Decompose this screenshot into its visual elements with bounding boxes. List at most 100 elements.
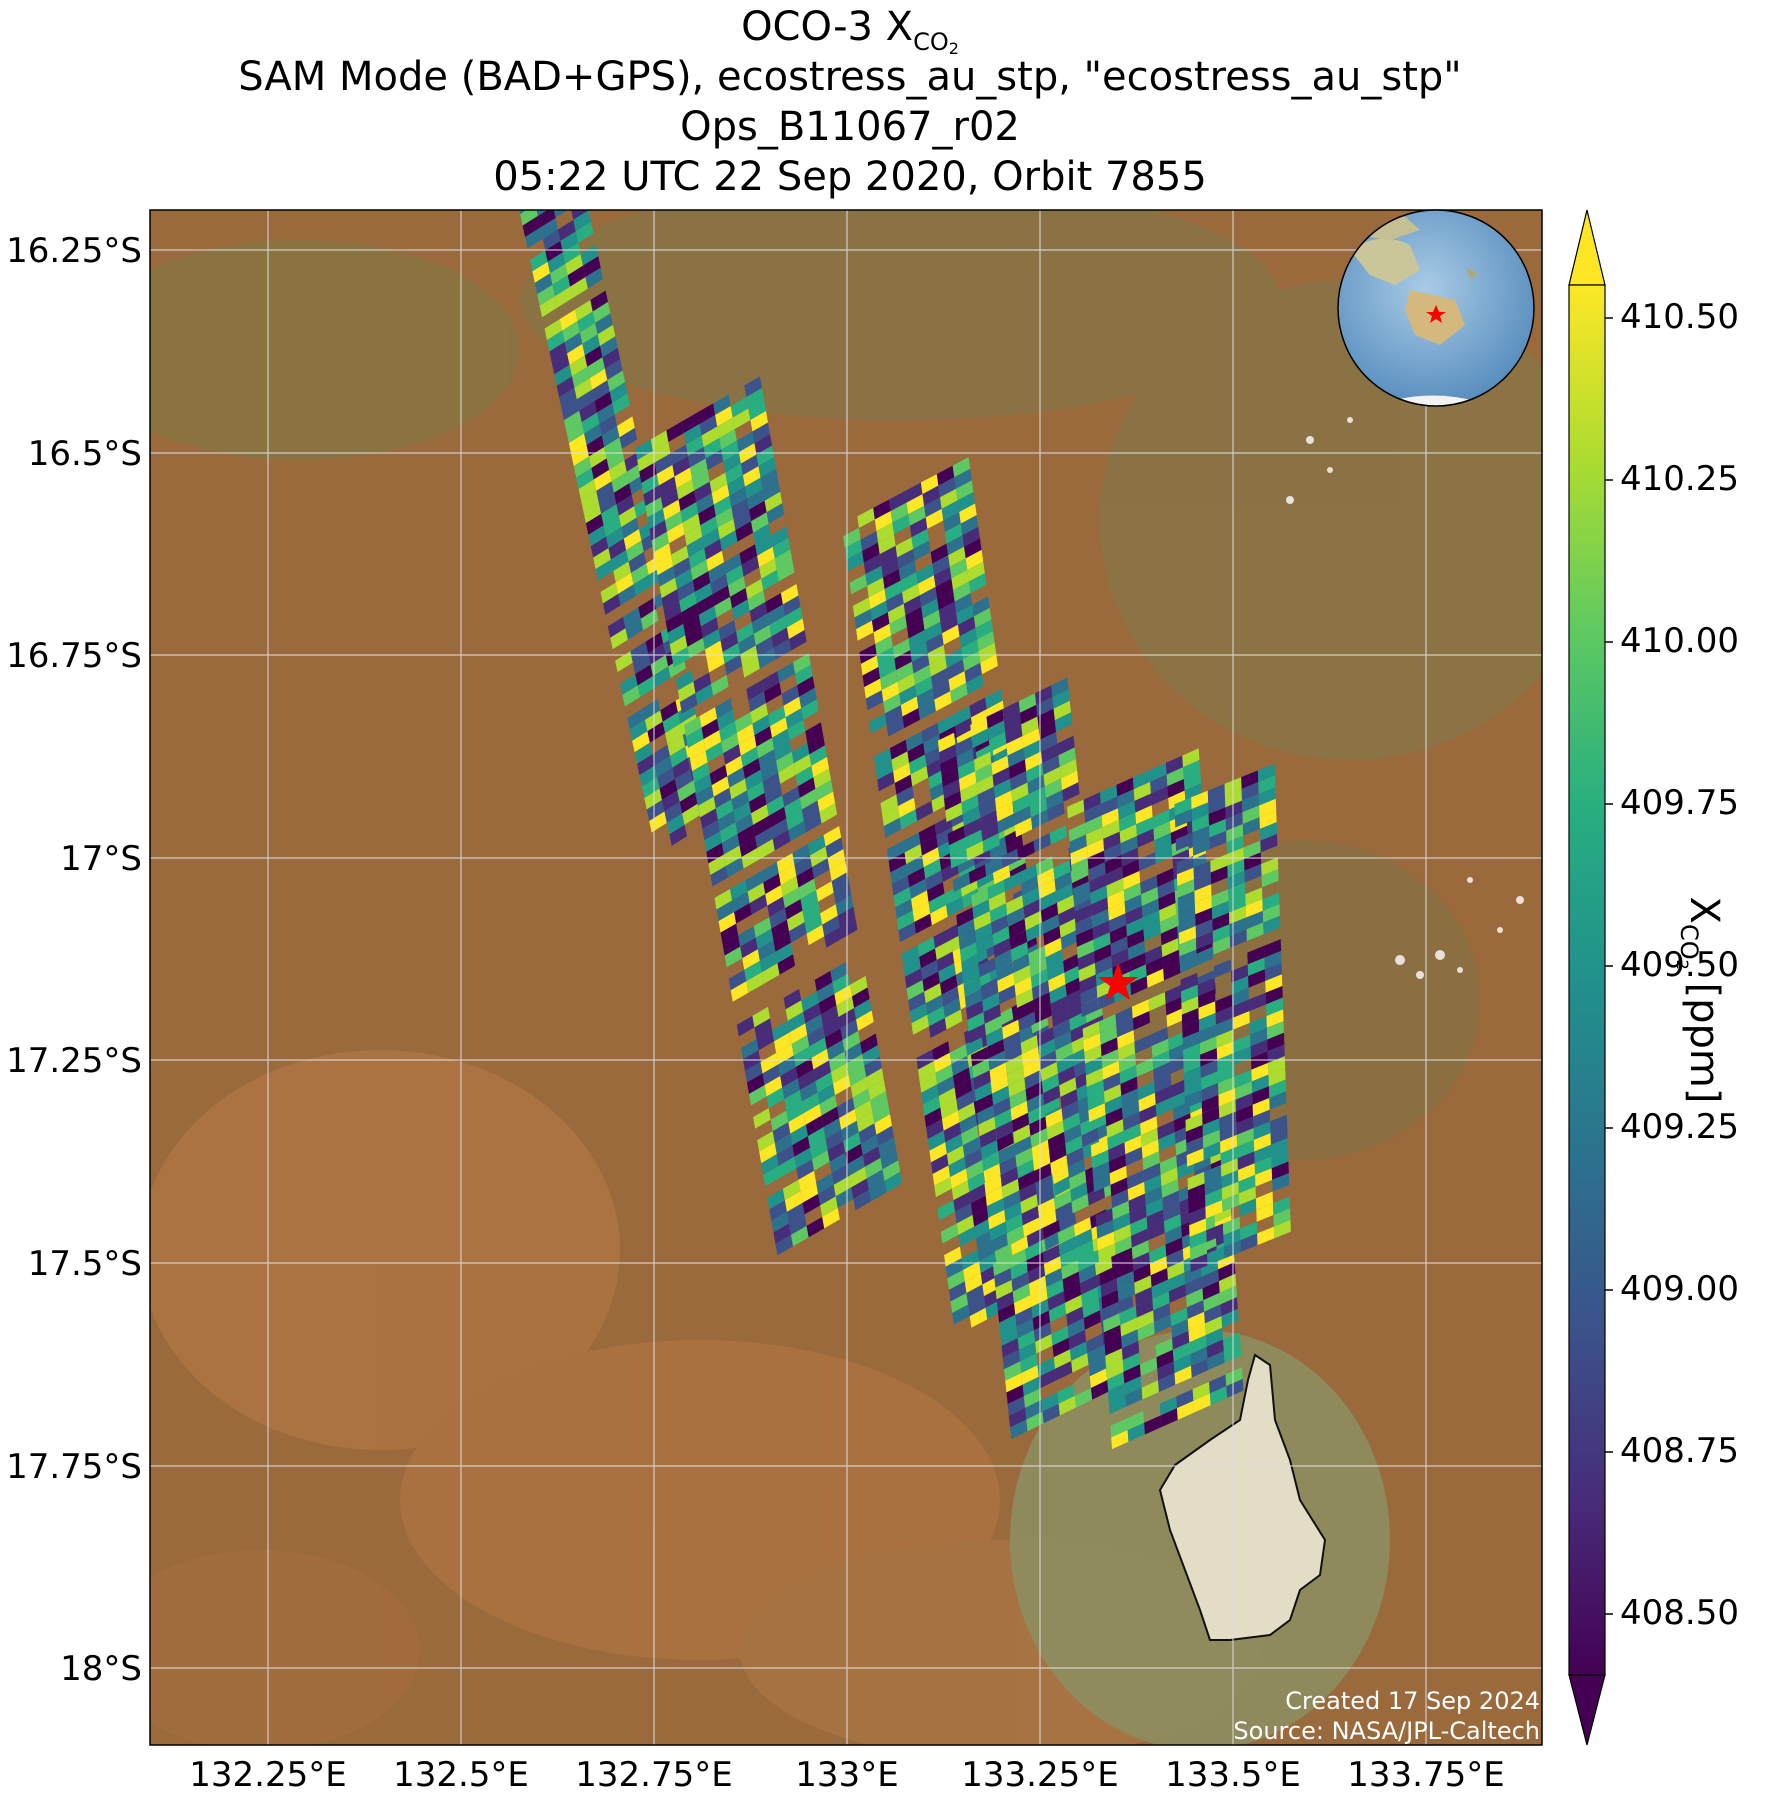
xco2-footprint — [832, 973, 850, 994]
xco2-footprint — [1019, 1182, 1037, 1203]
xco2-footprint — [1150, 1027, 1169, 1047]
xco2-footprint — [698, 605, 717, 627]
xco2-footprint — [771, 919, 789, 941]
xco2-footprint — [1176, 1389, 1194, 1409]
xco2-footprint — [637, 450, 655, 472]
xco2-footprint — [1066, 1306, 1084, 1327]
xco2-footprint — [671, 646, 690, 668]
xco2-footprint — [1003, 1190, 1021, 1211]
xco2-footprint — [1124, 1376, 1142, 1396]
xco2-footprint — [731, 790, 750, 811]
xco2-footprint — [1041, 743, 1059, 764]
xco2-footprint — [1184, 783, 1202, 803]
xco2-footprint — [1273, 1208, 1291, 1227]
colorbar-tick-label: 408.75 — [1620, 1431, 1739, 1471]
xco2-footprint — [933, 1052, 952, 1073]
xco2-footprint — [898, 797, 916, 818]
xco2-footprint — [617, 416, 635, 438]
xco2-footprint — [925, 994, 944, 1015]
xco2-footprint — [894, 774, 913, 795]
xco2-footprint — [1066, 1147, 1084, 1167]
xco2-footprint — [870, 1091, 888, 1112]
xco2-footprint — [1266, 1009, 1284, 1028]
xco2-footprint — [744, 477, 763, 499]
xco2-footprint — [964, 662, 982, 683]
xco2-footprint — [1191, 802, 1209, 821]
xco2-footprint — [683, 716, 702, 737]
xco2-footprint — [1163, 961, 1181, 981]
xco2-footprint — [975, 1093, 994, 1114]
xco2-footprint — [1134, 1275, 1152, 1295]
xco2-footprint — [1177, 879, 1195, 898]
xco2-footprint — [1152, 1291, 1170, 1311]
xco2-footprint — [1089, 1368, 1108, 1389]
xco2-footprint — [1180, 972, 1198, 992]
xco2-footprint — [680, 502, 699, 523]
xco2-footprint — [1165, 1237, 1183, 1257]
xco2-footprint — [720, 923, 739, 945]
xco2-footprint — [731, 498, 750, 519]
xco2-footprint — [533, 184, 551, 205]
xco2-footprint — [858, 1123, 877, 1144]
xco2-footprint — [1108, 1395, 1127, 1415]
xco2-footprint — [942, 779, 961, 799]
xco2-footprint — [775, 1234, 794, 1256]
xco2-footprint — [782, 887, 801, 909]
xco2-footprint — [957, 491, 976, 513]
xco2-footprint — [1250, 1039, 1268, 1058]
xco2-footprint — [751, 613, 770, 634]
xco2-footprint — [1092, 920, 1110, 940]
xco2-footprint — [1156, 868, 1174, 888]
xco2-footprint — [662, 790, 680, 812]
xco2-footprint — [789, 1023, 808, 1044]
xco2-footprint — [1167, 1260, 1185, 1280]
xco2-footprint — [996, 802, 1014, 822]
xco2-footprint — [875, 635, 893, 656]
xco2-footprint — [651, 531, 670, 553]
xco2-footprint — [593, 548, 611, 570]
xco2-footprint — [822, 1207, 840, 1229]
xco2-footprint — [874, 511, 893, 532]
xco2-footprint — [798, 1170, 817, 1192]
xco2-footprint — [1209, 830, 1227, 850]
xco2-footprint — [794, 855, 813, 877]
xco2-footprint — [727, 767, 745, 788]
xco2-footprint — [940, 1099, 958, 1120]
xco2-footprint — [714, 889, 733, 910]
xco2-footprint — [650, 654, 669, 676]
xco2-footprint — [802, 1193, 821, 1215]
xco2-footprint — [700, 808, 718, 829]
xco2-footprint — [539, 296, 558, 318]
xco2-footprint — [1126, 1411, 1145, 1431]
xco2-footprint — [1072, 881, 1091, 901]
xco2-footprint — [673, 557, 691, 578]
xco2-footprint — [882, 806, 900, 827]
lon-tick-label: 133.75°E — [1347, 1755, 1504, 1795]
xco2-footprint — [753, 815, 771, 837]
xco2-footprint — [973, 911, 992, 931]
xco2-footprint — [672, 456, 691, 477]
xco2-footprint — [1107, 889, 1125, 909]
xco2-footprint — [899, 684, 917, 705]
xco2-footprint — [1104, 854, 1123, 874]
xco2-footprint — [755, 636, 774, 658]
xco2-footprint — [723, 553, 742, 574]
xco2-footprint — [1008, 918, 1026, 939]
xco2-footprint — [1026, 763, 1044, 783]
xco2-footprint — [1099, 1266, 1118, 1286]
xco2-footprint — [757, 648, 776, 669]
xco2-footprint — [789, 630, 807, 651]
xco2-footprint — [1062, 782, 1080, 802]
xco2-footprint — [813, 768, 832, 789]
xco2-footprint — [1020, 1035, 1039, 1055]
xco2-footprint — [579, 401, 597, 423]
xco2-footprint — [1198, 989, 1216, 1008]
xco2-footprint — [602, 593, 621, 615]
xco2-footprint — [719, 530, 738, 551]
xco2-footprint — [653, 543, 672, 564]
colorbar-min-extend — [1568, 1674, 1606, 1746]
xco2-footprint — [767, 1188, 785, 1210]
xco2-footprint — [896, 661, 914, 682]
lat-tick-label: 16.75°S — [6, 636, 142, 676]
xco2-footprint — [944, 885, 962, 906]
